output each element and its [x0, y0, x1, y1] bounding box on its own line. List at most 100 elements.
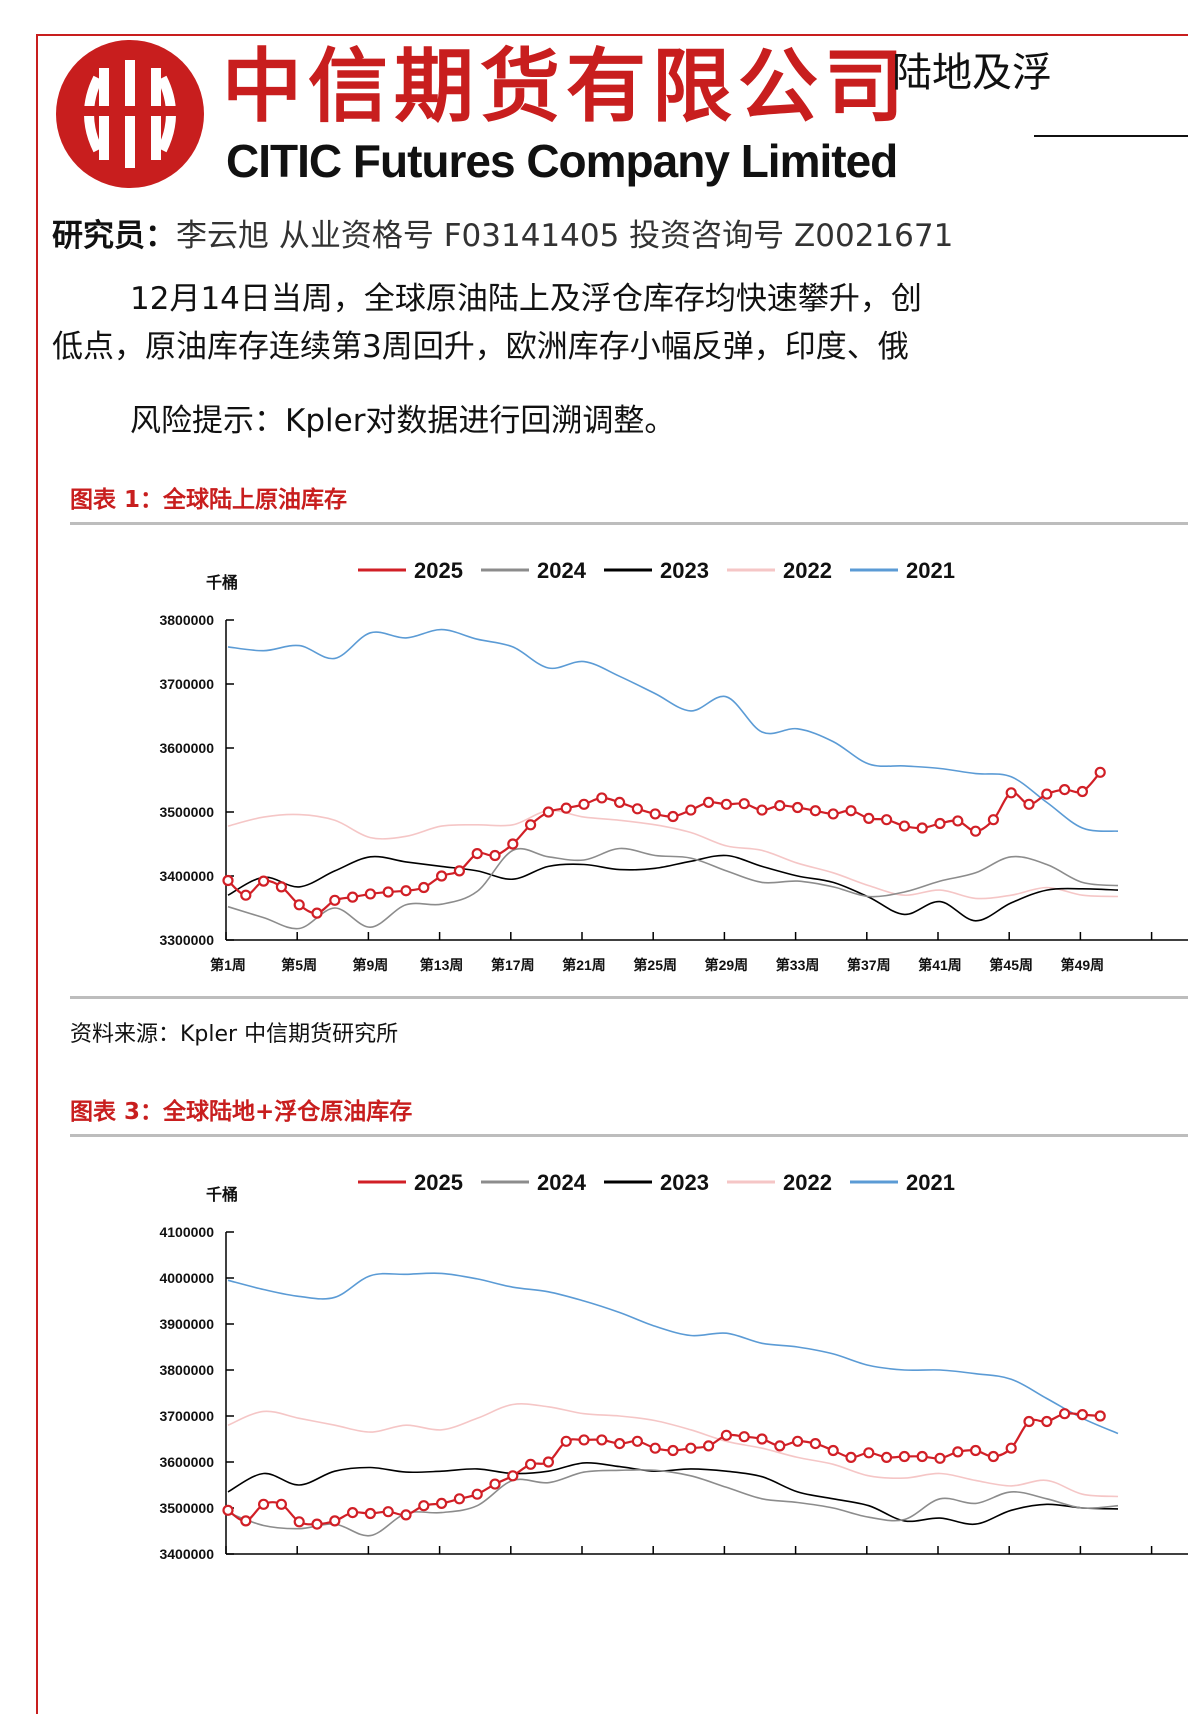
- legend-label-2025: 2025: [414, 558, 463, 583]
- y-tick-label: 3500000: [159, 1500, 214, 1516]
- summary-line-2: 低点，原油库存连续第3周回升，欧洲库存小幅反弹，印度、俄: [52, 329, 909, 365]
- data-point-2025: [436, 870, 448, 882]
- series-line-2021: [227, 628, 1119, 833]
- series-line-2023: [227, 854, 1119, 922]
- data-point-2025: [969, 1444, 982, 1457]
- data-point-2025: [329, 1515, 341, 1527]
- legend-label-2022: 2022: [783, 558, 832, 583]
- data-point-2025: [613, 796, 626, 808]
- chart3-top-rule: [70, 1134, 1188, 1137]
- data-point-2025: [880, 1451, 893, 1463]
- series-2023: [227, 854, 1119, 922]
- y-tick-label: 3700000: [159, 676, 214, 692]
- y-tick-label: 3800000: [159, 612, 214, 628]
- legend-label-2021: 2021: [906, 1170, 955, 1195]
- legend-label-2025: 2025: [414, 1170, 463, 1195]
- data-point-2025: [702, 1440, 715, 1452]
- x-tick-label: 第29周: [705, 957, 749, 973]
- x-tick-label: 第41周: [918, 957, 962, 973]
- data-point-2025: [649, 1442, 661, 1454]
- y-tick-label: 4000000: [159, 1270, 214, 1286]
- data-point-2025: [471, 1488, 483, 1500]
- data-point-2025: [329, 894, 341, 906]
- data-point-2025: [738, 798, 750, 810]
- data-point-2025: [720, 1429, 733, 1441]
- company-name-en: CITIC Futures Company Limited: [226, 135, 898, 187]
- data-point-2025: [613, 1438, 626, 1450]
- data-point-2025: [1094, 766, 1106, 778]
- title-underline: [1034, 135, 1188, 137]
- data-point-2025: [240, 1515, 252, 1527]
- x-tick-label: 第33周: [776, 957, 820, 973]
- data-point-2025: [1041, 1415, 1053, 1428]
- data-point-2025: [863, 812, 875, 824]
- data-point-2025: [809, 805, 822, 817]
- page-border: [36, 34, 1188, 1714]
- series-line-2022: [227, 1403, 1119, 1498]
- data-point-2025: [275, 1498, 287, 1510]
- data-point-2025: [916, 822, 928, 834]
- y-tick-label: 3400000: [159, 1546, 214, 1562]
- data-point-2025: [258, 875, 270, 887]
- x-tick-label: 第21周: [562, 957, 606, 973]
- risk-note: 风险提示：Kpler对数据进行回溯调整。: [130, 403, 676, 439]
- data-point-2025: [560, 1435, 572, 1447]
- data-point-2025: [400, 1509, 412, 1521]
- data-point-2025: [436, 1497, 448, 1509]
- data-point-2025: [685, 804, 697, 816]
- summary-line-1: 12月14日当周，全球原油陆上及浮仓库存均快速攀升，创: [130, 281, 922, 317]
- data-point-2025: [631, 1435, 644, 1447]
- data-point-2025: [1058, 1408, 1071, 1420]
- data-point-2025: [880, 814, 893, 826]
- x-tick-label: 第25周: [633, 957, 677, 973]
- y-tick-label: 3900000: [159, 1316, 214, 1332]
- legend-label-2024: 2024: [537, 1170, 587, 1195]
- data-point-2025: [738, 1431, 750, 1443]
- data-point-2025: [916, 1450, 928, 1463]
- data-point-2025: [863, 1447, 875, 1459]
- data-point-2025: [275, 881, 287, 893]
- x-tick-label: 第9周: [353, 957, 389, 973]
- series-2023: [227, 1462, 1119, 1526]
- series-2025: [222, 766, 1106, 919]
- series-2021: [227, 1272, 1119, 1435]
- data-point-2025: [934, 817, 946, 830]
- y-tick-label: 3700000: [159, 1408, 214, 1424]
- legend-label-2021: 2021: [906, 558, 955, 583]
- y-tick-label: 3600000: [159, 1454, 214, 1470]
- data-point-2025: [845, 1451, 857, 1463]
- series-2025: [222, 1408, 1106, 1530]
- data-point-2025: [1076, 785, 1089, 798]
- x-tick-label: 第1周: [210, 957, 246, 973]
- data-point-2025: [1094, 1410, 1106, 1422]
- data-point-2025: [1005, 1442, 1017, 1454]
- data-point-2025: [631, 803, 644, 815]
- data-point-2025: [382, 886, 394, 898]
- data-point-2025: [596, 1434, 608, 1446]
- data-point-2025: [649, 808, 661, 820]
- data-point-2025: [525, 1458, 537, 1470]
- data-point-2025: [347, 1507, 359, 1519]
- series-2021: [227, 628, 1119, 833]
- data-point-2025: [845, 805, 857, 817]
- chart1-plot: 2025 2024 2023 2022 2021 千桶 3300000 3400000 3500…: [159, 558, 1188, 973]
- data-point-2025: [827, 1444, 839, 1457]
- data-point-2025: [578, 1434, 590, 1446]
- data-point-2025: [311, 907, 323, 919]
- series-line-2021: [227, 1272, 1119, 1435]
- data-point-2025: [507, 838, 519, 850]
- x-tick-label: 第13周: [420, 957, 464, 973]
- data-point-2025: [542, 1456, 554, 1468]
- data-point-2025: [1005, 787, 1017, 799]
- series-2022: [227, 809, 1119, 900]
- data-point-2025: [489, 1478, 501, 1490]
- chart1-title: 图表 1：全球陆上原油库存: [70, 487, 348, 513]
- legend-label-2022: 2022: [783, 1170, 832, 1195]
- y-unit-label: 千桶: [206, 1185, 238, 1204]
- series-line-2025: [227, 771, 1102, 915]
- data-point-2025: [969, 825, 982, 837]
- y-tick-label: 3800000: [159, 1362, 214, 1378]
- legend-label-2023: 2023: [660, 1170, 709, 1195]
- legend-label-2024: 2024: [537, 558, 587, 583]
- data-point-2025: [667, 1444, 679, 1457]
